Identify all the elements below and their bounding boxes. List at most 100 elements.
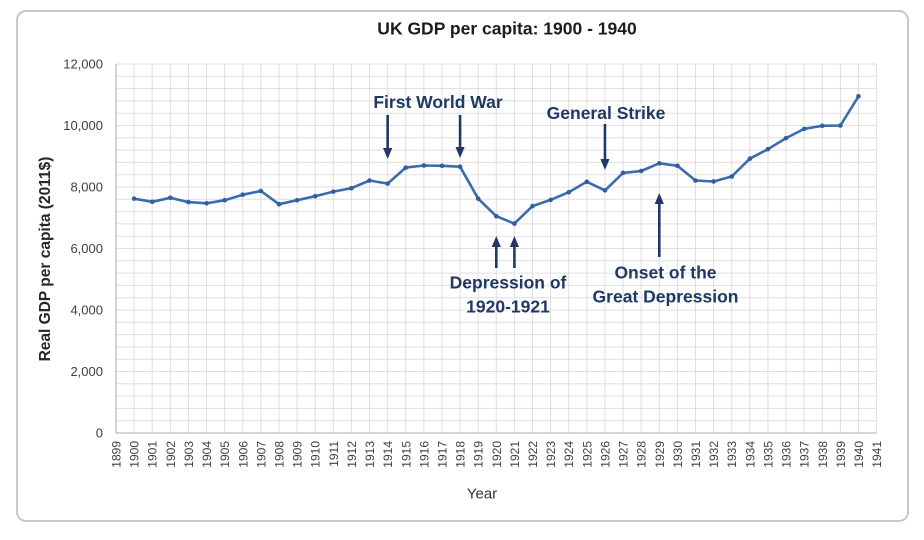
x-tick-label: 1910 (309, 441, 323, 468)
data-point-marker (367, 178, 372, 183)
data-point-marker (638, 168, 644, 174)
annotation-arrow-head (509, 236, 520, 247)
x-tick-label: 1907 (254, 441, 268, 468)
x-tick-label: 1924 (562, 441, 576, 468)
data-point-marker (620, 170, 626, 176)
x-tick-label: 1936 (780, 441, 794, 468)
data-point-marker (403, 165, 409, 170)
data-point-marker (457, 164, 463, 170)
data-point-marker (222, 197, 227, 203)
data-point-marker (819, 123, 825, 129)
y-tick-label: 4,000 (70, 303, 103, 318)
data-point-marker (856, 93, 861, 99)
x-tick-label: 1932 (707, 441, 721, 468)
x-tick-label: 1908 (272, 441, 286, 468)
annotation-arrow-head (600, 159, 610, 170)
x-tick-label: 1919 (472, 441, 486, 468)
data-point-marker (729, 174, 735, 179)
data-point-marker (675, 163, 680, 169)
x-tick-label: 1903 (182, 441, 196, 468)
x-tick-label: 1927 (617, 441, 631, 468)
annotation-arrow-head (654, 193, 664, 204)
data-point-marker (494, 213, 499, 219)
x-tick-label: 1901 (146, 441, 160, 468)
x-tick-label: 1926 (598, 441, 612, 468)
x-tick-label: 1920 (490, 441, 504, 468)
x-tick-label: 1902 (164, 441, 178, 468)
data-point-marker (331, 189, 336, 194)
x-tick-label: 1921 (508, 441, 522, 468)
x-tick-label: 1917 (435, 441, 449, 468)
x-tick-label: 1900 (128, 441, 142, 468)
y-tick-label: 12,000 (63, 57, 103, 72)
data-point-marker (421, 163, 427, 168)
data-point-marker (149, 199, 155, 205)
x-tick-label: 1937 (798, 441, 812, 468)
x-tick-label: 1914 (381, 441, 395, 468)
annotation-arrow-head (383, 148, 393, 159)
data-point-marker (530, 203, 535, 209)
x-tick-label: 1905 (218, 441, 232, 468)
x-tick-label: 1929 (653, 441, 667, 468)
annotation-onset-great-depression: Onset of the Great Depression (592, 262, 739, 307)
data-point-marker (801, 126, 807, 132)
data-point-marker (656, 161, 662, 166)
data-point-marker (584, 179, 590, 185)
data-point-marker (258, 188, 264, 194)
y-tick-label: 8,000 (70, 180, 103, 195)
data-point-marker (747, 156, 753, 162)
data-point-marker (204, 200, 209, 206)
data-point-marker (838, 123, 843, 128)
x-tick-label: 1915 (399, 441, 413, 468)
data-point-marker (186, 199, 191, 205)
data-point-marker (783, 135, 789, 141)
x-tick-label: 1899 (110, 441, 124, 468)
x-tick-label: 1916 (417, 441, 431, 468)
data-point-marker (385, 181, 390, 186)
x-tick-label: 1935 (761, 441, 775, 468)
y-tick-label: 6,000 (70, 241, 103, 256)
x-tick-label: 1931 (689, 441, 703, 468)
y-tick-label: 10,000 (63, 118, 103, 133)
x-tick-label: 1906 (236, 441, 250, 468)
annotation-depression-1920-1921: Depression of 1920-1921 (449, 272, 567, 317)
x-tick-label: 1912 (345, 441, 359, 468)
chart-title: UK GDP per capita: 1900 - 1940 (377, 18, 637, 39)
x-tick-label: 1934 (743, 441, 757, 468)
x-tick-label: 1913 (363, 441, 377, 468)
data-point-marker (765, 146, 771, 152)
y-axis-title: Real GDP per capita (2011$) (36, 156, 54, 361)
data-point-marker (294, 197, 300, 203)
data-point-marker (240, 192, 246, 197)
x-tick-label: 1911 (327, 441, 341, 467)
y-tick-label: 0 (96, 426, 103, 441)
data-point-marker (512, 221, 517, 226)
x-tick-label: 1930 (671, 441, 685, 468)
x-axis-title: Year (466, 485, 498, 502)
x-tick-label: 1909 (291, 441, 305, 468)
data-point-marker (349, 185, 354, 191)
x-tick-label: 1941 (870, 441, 884, 468)
data-point-marker (475, 196, 481, 201)
data-point-marker (276, 201, 282, 207)
annotation-arrow-head (455, 147, 465, 158)
data-point-marker (439, 163, 445, 169)
data-point-marker (312, 193, 318, 199)
data-point-marker (566, 189, 572, 195)
x-tick-label: 1933 (725, 441, 739, 468)
chart-card (16, 10, 909, 522)
x-tick-label: 1922 (526, 441, 540, 468)
x-tick-label: 1918 (454, 441, 468, 468)
data-point-marker (602, 188, 608, 193)
data-point-marker (548, 197, 553, 203)
x-tick-label: 1938 (816, 441, 830, 468)
x-tick-label: 1939 (834, 441, 848, 468)
x-tick-label: 1923 (544, 441, 558, 468)
data-point-marker (168, 195, 173, 201)
x-tick-label: 1904 (200, 441, 214, 468)
x-tick-label: 1928 (635, 441, 649, 468)
annotation-general-strike: General Strike (546, 102, 666, 123)
annotation-first-world-war: First World War (373, 91, 503, 112)
